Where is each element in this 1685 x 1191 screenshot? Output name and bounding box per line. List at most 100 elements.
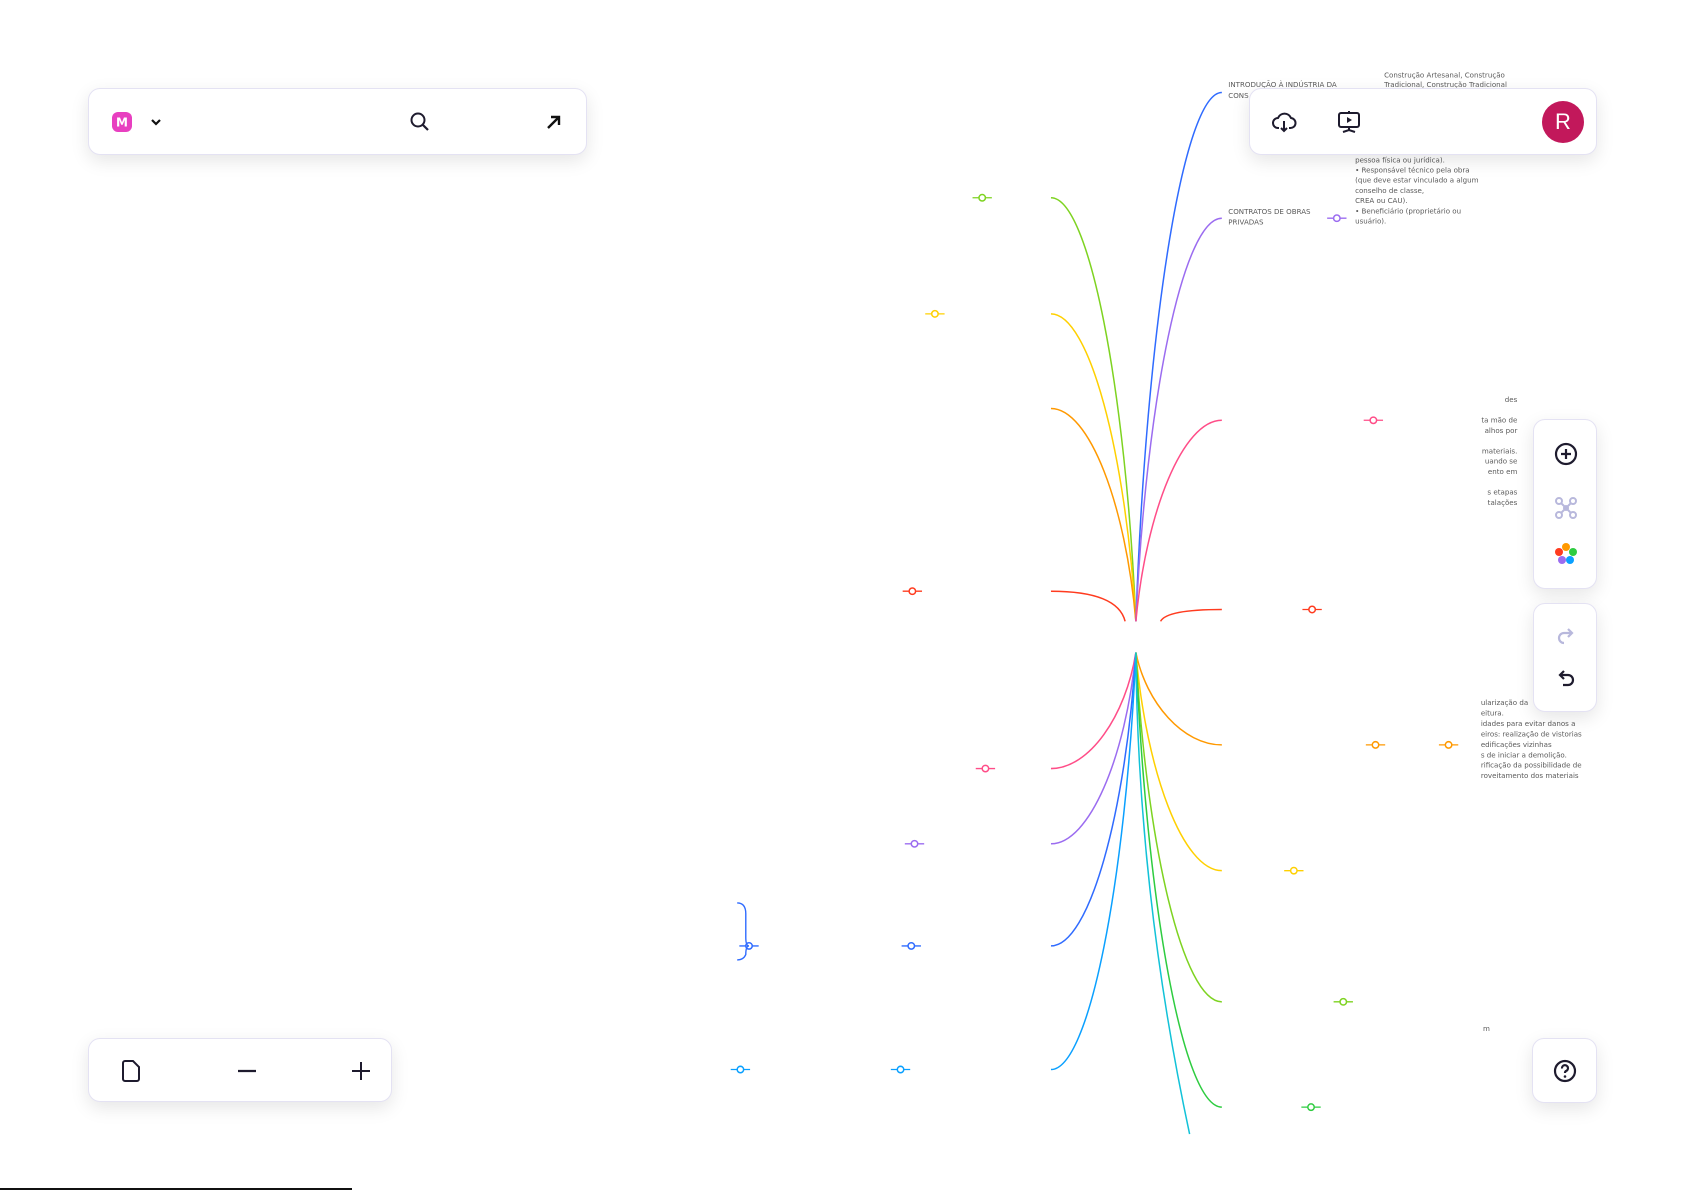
top-right-toolbar: R <box>1249 88 1597 155</box>
branch-line <box>1050 590 1126 622</box>
note-line: (que deve estar vinculado a algum <box>1355 176 1479 185</box>
topic-contratos[interactable]: CONTRATOS DE OBRAS PRIVADAS <box>1228 207 1311 227</box>
redo-icon <box>1557 628 1574 645</box>
branch-line <box>1135 217 1222 622</box>
minus-icon <box>238 1069 256 1073</box>
collapse-toggle[interactable] <box>1333 997 1353 1006</box>
mind-map-branches <box>730 88 1459 1135</box>
note-line: idades para evitar danos a <box>1481 719 1576 728</box>
collapse-toggle[interactable] <box>901 941 921 950</box>
branch-line <box>1050 652 1137 947</box>
zoom-out-button[interactable] <box>233 1057 261 1085</box>
user-avatar[interactable]: R <box>1542 101 1584 143</box>
note-line: ularização da <box>1481 698 1528 707</box>
undo-icon <box>1558 670 1575 687</box>
collapse-toggle[interactable] <box>890 1065 911 1074</box>
search-button[interactable] <box>407 109 433 135</box>
color-palette-icon <box>1555 543 1577 564</box>
collapse-toggle[interactable] <box>1301 1103 1321 1112</box>
topic-label: PRIVADAS <box>1228 218 1264 227</box>
collapse-toggle[interactable] <box>1438 740 1459 749</box>
arrow-up-right-icon <box>547 115 561 129</box>
note-line: s de iniciar a demolição. <box>1481 750 1567 759</box>
history-panel <box>1533 603 1597 712</box>
add-topic-button[interactable] <box>1552 440 1580 468</box>
svg-text:M: M <box>116 116 128 130</box>
note-line: eiros: realização de vistorias <box>1481 729 1582 738</box>
collapse-toggle[interactable] <box>925 309 945 318</box>
note-line: CREA ou CAU). <box>1355 196 1407 205</box>
branch-line <box>1135 91 1222 622</box>
central-topic[interactable] <box>1125 623 1160 652</box>
topic-introducao[interactable]: INTRODUÇÃO À INDÚSTRIA DA CONS <box>1228 80 1337 100</box>
branch-line <box>1050 197 1137 622</box>
presentation-play-icon <box>1338 111 1360 133</box>
branch-line <box>1135 652 1222 1003</box>
document-icon <box>122 1060 140 1082</box>
mindmap-logo-icon: M <box>112 112 132 132</box>
collapse-toggle[interactable] <box>975 764 996 773</box>
redo-button[interactable] <box>1552 622 1580 650</box>
help-button[interactable] <box>1551 1057 1579 1085</box>
note-line: ta mão de <box>1481 415 1517 424</box>
branch-line <box>1135 652 1222 872</box>
note-line: s etapas <box>1487 487 1517 496</box>
branch-line <box>1050 652 1137 1071</box>
branch-line <box>1135 652 1222 1108</box>
branch-line <box>1050 652 1137 845</box>
collapse-toggle[interactable] <box>1302 605 1322 614</box>
note-snippets-b: ularização da eitura.idades para evitar d… <box>1481 698 1582 780</box>
structure-icon <box>1555 497 1577 519</box>
bottom-divider <box>0 1188 352 1190</box>
collapse-toggle[interactable] <box>1327 214 1347 223</box>
download-button[interactable] <box>1270 108 1298 136</box>
note-line: conselho de classe, <box>1355 186 1424 195</box>
collapse-toggle[interactable] <box>902 587 923 596</box>
zoom-in-button[interactable] <box>347 1057 375 1085</box>
plus-icon <box>352 1062 370 1080</box>
branch-line <box>1135 419 1222 622</box>
branch-line <box>1050 313 1137 622</box>
collapse-toggle[interactable] <box>1365 740 1386 749</box>
note-line: pessoa física ou jurídica). <box>1355 155 1445 164</box>
search-icon <box>410 112 429 131</box>
note-line: talações <box>1488 498 1518 507</box>
chevron-down-icon[interactable] <box>149 115 163 129</box>
present-button[interactable] <box>1335 108 1363 136</box>
help-panel <box>1532 1038 1597 1103</box>
branch-line <box>1050 407 1137 622</box>
cloud-download-icon <box>1272 112 1297 133</box>
note-line: Tradicional, Construção Tradicional <box>1383 80 1507 89</box>
logo-menu-button[interactable]: M <box>111 111 133 133</box>
open-external-button[interactable] <box>541 109 567 135</box>
note-line: uando se <box>1485 456 1517 465</box>
collapse-toggle[interactable] <box>972 193 992 202</box>
note-line: roveitamento dos materiais <box>1481 771 1579 780</box>
note-line: rificação da possibilidade de <box>1481 761 1582 770</box>
note-contratos: pessoa física ou jurídica). • Responsável… <box>1355 155 1479 225</box>
note-introducao: Construção Artesanal, Construção Tradici… <box>1383 70 1507 89</box>
undo-button[interactable] <box>1552 664 1580 692</box>
branch-line <box>1135 652 1222 746</box>
note-line: • Responsável técnico pela obra <box>1355 166 1470 175</box>
branch-line <box>1159 608 1222 622</box>
note-snippets-a: des ta mão de alhos por materiais.uando se e… <box>1481 395 1517 507</box>
question-circle-icon <box>1553 1059 1577 1083</box>
theme-button[interactable] <box>1552 540 1580 568</box>
note-line: materiais. <box>1482 447 1517 456</box>
note-line: alhos por <box>1485 426 1518 435</box>
note-line: Construção Artesanal, Construção <box>1384 70 1505 79</box>
page-button[interactable] <box>117 1057 145 1085</box>
collapse-toggle[interactable] <box>1284 866 1304 875</box>
topic-label: CONS <box>1228 91 1249 100</box>
structure-button[interactable] <box>1552 494 1580 522</box>
plus-circle-icon <box>1554 442 1578 466</box>
note-line: usuário). <box>1355 217 1386 226</box>
collapse-toggle[interactable] <box>1363 416 1384 425</box>
note-line: edificações vizinhas <box>1481 740 1552 749</box>
note-line: eitura. <box>1481 709 1504 718</box>
collapse-toggle[interactable] <box>730 1065 751 1074</box>
collapse-toggle[interactable] <box>904 839 925 848</box>
note-line: des <box>1505 395 1518 404</box>
